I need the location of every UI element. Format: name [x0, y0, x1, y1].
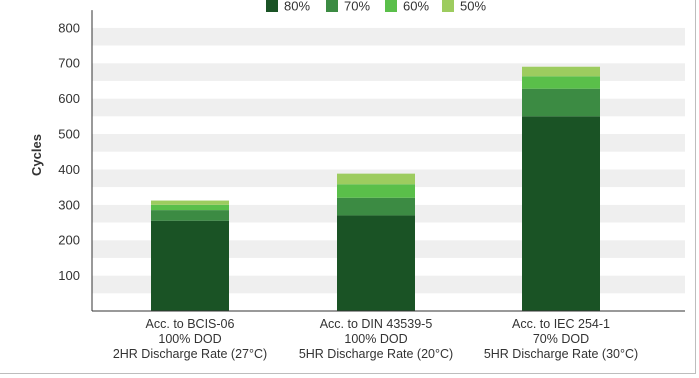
- x-category-label: Acc. to DIN 43539-5: [320, 317, 433, 331]
- y-tick-label: 300: [58, 197, 80, 212]
- x-category-label: 2HR Discharge Rate (27°C): [113, 347, 267, 361]
- bar-segment: [151, 204, 229, 211]
- bar-segment: [337, 184, 415, 198]
- bar-segment: [151, 220, 229, 311]
- x-category-label: 100% DOD: [344, 332, 407, 346]
- x-category-label: 5HR Discharge Rate (30°C): [484, 347, 638, 361]
- legend-swatch: [442, 0, 454, 12]
- y-tick-label: 400: [58, 162, 80, 177]
- grid-band: [92, 27, 685, 46]
- legend-swatch: [385, 0, 397, 12]
- legend-swatch: [326, 0, 338, 12]
- legend-label: 70%: [344, 0, 370, 14]
- x-category-label: 5HR Discharge Rate (20°C): [299, 347, 453, 361]
- grid-band: [92, 10, 685, 28]
- y-tick-label: 100: [58, 268, 80, 283]
- y-tick-label: 600: [58, 91, 80, 106]
- legend-label: 50%: [460, 0, 486, 14]
- y-tick-label: 500: [58, 127, 80, 142]
- bar-segment: [337, 173, 415, 185]
- x-category-label: 100% DOD: [158, 332, 221, 346]
- bar-segment: [337, 197, 415, 216]
- bar-segment: [337, 215, 415, 311]
- y-tick-label: 800: [58, 20, 80, 35]
- legend-label: 80%: [284, 0, 310, 14]
- grid-band: [92, 45, 685, 64]
- bar-segment: [151, 210, 229, 221]
- bar-segment: [522, 116, 600, 311]
- bar-segment: [522, 76, 600, 89]
- y-tick-label: 700: [58, 56, 80, 71]
- x-category-label: Acc. to IEC 254-1: [512, 317, 610, 331]
- bar-segment: [522, 66, 600, 77]
- y-tick-label: 200: [58, 233, 80, 248]
- legend-label: 60%: [403, 0, 429, 14]
- legend-swatch: [266, 0, 278, 12]
- bar-segment: [151, 200, 229, 205]
- x-category-label: 70% DOD: [533, 332, 589, 346]
- x-category-label: Acc. to BCIS-06: [146, 317, 235, 331]
- y-axis-label: Cycles: [29, 134, 44, 176]
- bar-segment: [522, 88, 600, 117]
